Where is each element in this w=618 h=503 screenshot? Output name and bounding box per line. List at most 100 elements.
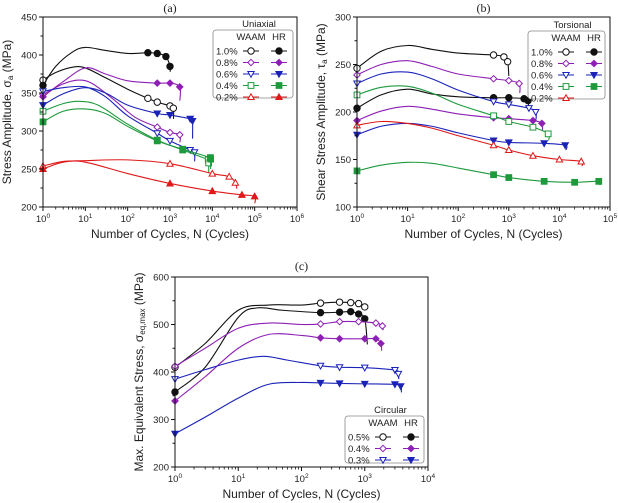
series-group <box>352 44 603 186</box>
legend: Circular WAAM HR 0.5%0.4%0.3% <box>344 405 425 467</box>
legend-marker-hr <box>590 59 598 68</box>
series-waam-0-5pct <box>171 298 369 371</box>
legend-marker-hr <box>407 433 415 441</box>
legend-marker-waam <box>561 93 571 102</box>
data-point <box>165 137 175 146</box>
data-point <box>515 79 524 88</box>
x-tick-label: 103 <box>163 213 178 225</box>
data-point <box>577 157 586 165</box>
data-point <box>153 79 162 88</box>
series-hr-0-3pct <box>170 379 405 438</box>
series-waam-1-0pct <box>39 66 178 119</box>
y-tick-label: 250 <box>21 165 37 176</box>
legend-header-waam: WAAM <box>551 33 580 44</box>
x-tick-label: 104 <box>552 213 567 225</box>
data-point <box>316 379 325 388</box>
series-line <box>356 122 568 151</box>
data-point <box>371 334 380 343</box>
data-point <box>555 155 564 163</box>
data-point <box>595 177 603 185</box>
data-point <box>505 118 513 125</box>
x-tick-label: 102 <box>451 213 466 225</box>
y-axis-label: Stress Amplitude, σa (MPa) <box>0 40 15 185</box>
data-point <box>316 333 325 342</box>
legend-header-hr: HR <box>404 418 418 429</box>
y-tick-label: 450 <box>21 13 37 24</box>
data-point <box>153 137 161 145</box>
data-point <box>175 83 184 91</box>
series-waam-0-8pct <box>353 60 524 94</box>
data-point <box>316 299 325 307</box>
legend-marker-waam <box>562 48 570 56</box>
data-point <box>489 141 498 149</box>
legend-marker-waam <box>379 444 387 453</box>
data-point <box>390 367 399 375</box>
x-tick-label: 102 <box>121 213 136 225</box>
x-axis-label: Number of Cycles, N (Cycles) <box>91 227 249 241</box>
y-tick-label: 250 <box>335 60 351 71</box>
data-point <box>175 130 184 139</box>
legend-marker-waam <box>562 83 570 90</box>
data-point <box>489 74 498 83</box>
legend: Uniaxial WAAM HR 1.0%0.8%0.6%0.4%0.2% <box>212 19 294 104</box>
series-hr-0-4pct <box>171 333 385 405</box>
data-point <box>144 49 152 57</box>
data-point <box>396 383 405 391</box>
legend-marker-hr <box>274 92 284 101</box>
data-point <box>347 307 355 316</box>
data-point <box>335 298 344 306</box>
x-tick-label: 104 <box>205 213 220 225</box>
legend-row-label: 0.4% <box>531 82 553 93</box>
legend-row-label: 1.0% <box>531 48 553 59</box>
legend-marker-waam <box>562 59 570 68</box>
data-point <box>207 155 214 163</box>
x-axis-label: Number of Cycles, N (Cycles) <box>222 487 380 501</box>
data-point <box>489 51 498 59</box>
data-point <box>165 159 175 167</box>
legend: Torsional WAAM HR 1.0%0.8%0.6%0.4%0.2% <box>527 20 606 105</box>
legend-row-label: 0.6% <box>216 70 238 81</box>
data-point <box>371 319 380 327</box>
data-point <box>347 298 355 307</box>
series-waam-0-6pct <box>38 85 199 162</box>
series-line <box>356 105 544 132</box>
data-point <box>361 303 369 311</box>
x-tick-label: 101 <box>231 473 246 485</box>
legend-row-label: 0.5% <box>348 433 370 444</box>
data-point <box>169 104 178 112</box>
series-line <box>356 85 550 141</box>
x-tick-label: 100 <box>350 213 365 225</box>
data-point <box>162 52 170 61</box>
x-axis-label: Number of Cycles, N (Cycles) <box>404 227 562 241</box>
data-point <box>153 110 162 118</box>
series-line <box>42 160 257 204</box>
panel-label: (c) <box>295 259 308 273</box>
legend-title: Circular <box>374 405 407 416</box>
legend-row-label: 0.8% <box>531 59 553 70</box>
y-tick-label: 200 <box>21 203 37 214</box>
data-point <box>489 98 498 106</box>
data-point <box>335 364 344 372</box>
panel-c: (c) 200 300 400 500 600 100 101 102 103 104 Number … <box>132 259 435 501</box>
legend-marker-hr <box>274 70 284 79</box>
x-tick-label: 101 <box>78 213 93 225</box>
series-line <box>356 60 521 94</box>
legend-marker-waam <box>247 47 255 55</box>
legend-marker-hr <box>275 82 283 89</box>
legend-row-label: 1.0% <box>216 47 238 58</box>
series-line <box>174 320 384 367</box>
y-tick-label: 350 <box>21 89 37 100</box>
x-tick-label: 106 <box>290 213 305 225</box>
data-point <box>237 190 246 198</box>
data-point <box>335 308 344 316</box>
data-point <box>179 145 187 153</box>
data-point <box>490 171 497 179</box>
data-point <box>316 362 325 371</box>
legend-header-waam: WAAM <box>368 418 397 429</box>
y-axis-label: Max. Equivalent Stress, σeq,max (MPa) <box>132 272 147 471</box>
data-point <box>505 94 513 102</box>
x-tick-label: 100 <box>36 213 51 225</box>
legend-row-label: 0.6% <box>531 71 553 82</box>
data-point <box>153 49 161 58</box>
legend-marker-waam <box>247 58 255 67</box>
